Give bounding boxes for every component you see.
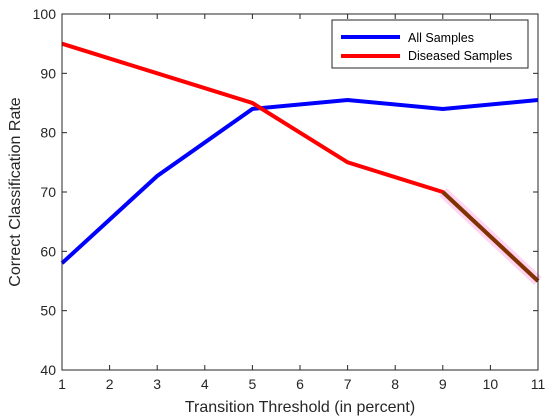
x-tick-label: 1 bbox=[58, 376, 66, 392]
y-tick-label: 60 bbox=[40, 243, 56, 259]
highlight-segment-line bbox=[441, 190, 540, 283]
x-tick-label: 4 bbox=[201, 376, 209, 392]
x-tick-label: 6 bbox=[296, 376, 304, 392]
y-axis-label: Correct Classification Rate bbox=[7, 97, 24, 287]
y-tick-label: 40 bbox=[40, 362, 56, 378]
legend-label-all-samples: All Samples bbox=[408, 31, 474, 45]
legend-label-diseased-samples: Diseased Samples bbox=[408, 49, 512, 63]
y-tick-label: 100 bbox=[33, 6, 57, 22]
y-axis: 40 50 60 70 80 90 100 bbox=[33, 6, 538, 378]
plot-area bbox=[60, 41, 542, 286]
x-tick-label: 5 bbox=[249, 376, 257, 392]
series-line-all-samples bbox=[60, 98, 539, 265]
y-tick-label: 70 bbox=[40, 184, 56, 200]
y-tick-label: 50 bbox=[40, 303, 56, 319]
x-tick-label: 7 bbox=[344, 376, 352, 392]
x-tick-label: 11 bbox=[531, 376, 546, 392]
legend: All Samples Diseased Samples bbox=[331, 19, 529, 69]
x-tick-label: 8 bbox=[391, 376, 399, 392]
x-axis: 1 2 3 4 5 6 7 8 9 10 11 bbox=[58, 14, 545, 392]
x-axis-label: Transition Threshold (in percent) bbox=[185, 399, 415, 416]
x-tick-label: 9 bbox=[439, 376, 447, 392]
y-tick-label: 90 bbox=[40, 65, 56, 81]
x-tick-label: 10 bbox=[483, 376, 499, 392]
y-tick-label: 80 bbox=[40, 125, 56, 141]
x-tick-label: 2 bbox=[106, 376, 114, 392]
x-tick-label: 3 bbox=[153, 376, 161, 392]
legend-box bbox=[331, 19, 529, 69]
